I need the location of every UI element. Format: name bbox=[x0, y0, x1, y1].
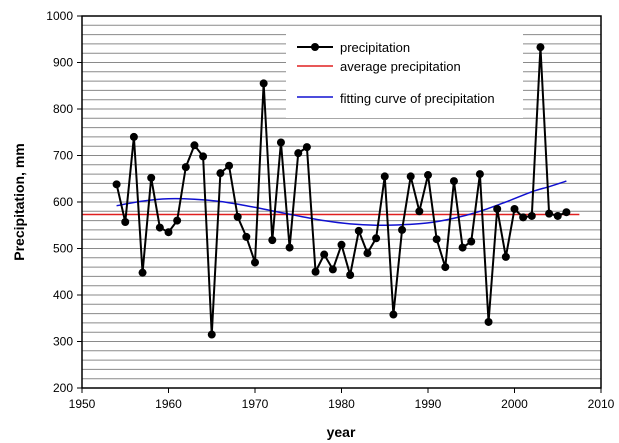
precipitation-point bbox=[155, 223, 164, 232]
x-tick-label: 1960 bbox=[155, 397, 182, 411]
precipitation-point bbox=[302, 143, 311, 152]
precipitation-point bbox=[545, 209, 554, 218]
legend-label-fitting-curve: fitting curve of precipitation bbox=[340, 91, 495, 106]
y-tick-label: 700 bbox=[53, 149, 73, 163]
precipitation-point bbox=[276, 138, 285, 147]
precipitation-point bbox=[233, 212, 242, 221]
y-tick-label: 200 bbox=[53, 381, 73, 395]
x-axis: 1950 1960 1970 1980 1990 2000 2010 bbox=[69, 388, 615, 411]
precipitation-point bbox=[380, 172, 389, 181]
y-axis-title: Precipitation, mm bbox=[11, 143, 27, 260]
legend: precipitation average precipitation fitt… bbox=[286, 34, 523, 118]
legend-label-precipitation: precipitation bbox=[340, 40, 410, 55]
x-tick-label: 1990 bbox=[415, 397, 442, 411]
x-axis-title: year bbox=[327, 424, 356, 440]
precipitation-point bbox=[484, 317, 493, 326]
x-tick-label: 2010 bbox=[588, 397, 615, 411]
precipitation-point bbox=[251, 258, 259, 267]
precipitation-point bbox=[475, 170, 484, 179]
precipitation-point bbox=[501, 252, 510, 261]
precipitation-point bbox=[147, 173, 156, 182]
y-tick-label: 400 bbox=[53, 288, 73, 302]
y-axis: 200 300 400 500 600 700 800 900 1000 bbox=[46, 9, 82, 395]
precipitation-point bbox=[398, 225, 407, 234]
precipitation-point bbox=[363, 249, 372, 258]
precipitation-point bbox=[173, 216, 182, 225]
precipitation-point bbox=[527, 211, 536, 220]
y-tick-label: 1000 bbox=[46, 9, 73, 23]
precipitation-point bbox=[190, 141, 199, 150]
precipitation-point bbox=[121, 217, 130, 226]
precipitation-point bbox=[510, 204, 519, 213]
precipitation-point bbox=[441, 263, 450, 272]
precipitation-point bbox=[346, 271, 355, 280]
y-tick-label: 300 bbox=[53, 335, 73, 349]
precipitation-point bbox=[199, 152, 208, 161]
x-tick-label: 1950 bbox=[69, 397, 96, 411]
precipitation-point bbox=[536, 43, 545, 52]
x-tick-label: 1980 bbox=[328, 397, 355, 411]
precipitation-point bbox=[129, 132, 138, 141]
precipitation-point bbox=[285, 243, 294, 252]
precipitation-point bbox=[320, 250, 329, 259]
precipitation-point bbox=[328, 265, 337, 274]
precipitation-point bbox=[225, 161, 234, 170]
precipitation-point bbox=[415, 207, 424, 216]
precipitation-point bbox=[259, 79, 268, 88]
precipitation-point bbox=[467, 237, 476, 246]
legend-marker-precipitation bbox=[311, 43, 319, 51]
precipitation-point bbox=[242, 232, 251, 241]
precipitation-point bbox=[164, 228, 173, 237]
precipitation-point bbox=[138, 268, 147, 277]
precipitation-point bbox=[311, 267, 320, 276]
fitting-curve-layer bbox=[116, 180, 567, 227]
precipitation-point bbox=[519, 213, 528, 222]
legend-label-average: average precipitation bbox=[340, 59, 461, 74]
precipitation-series-layer bbox=[112, 43, 571, 339]
y-tick-label: 500 bbox=[53, 242, 73, 256]
x-tick-label: 1970 bbox=[242, 397, 269, 411]
precipitation-point bbox=[354, 226, 363, 235]
precipitation-point bbox=[389, 310, 398, 319]
fitting-curve-line bbox=[116, 180, 567, 227]
precipitation-point bbox=[112, 180, 121, 189]
precipitation-point bbox=[372, 234, 381, 243]
precipitation-point bbox=[216, 169, 225, 178]
precipitation-point bbox=[337, 240, 346, 249]
precipitation-point bbox=[406, 172, 415, 181]
y-tick-label: 600 bbox=[53, 195, 73, 209]
x-tick-label: 2000 bbox=[501, 397, 528, 411]
precipitation-point bbox=[294, 149, 303, 158]
precipitation-point bbox=[493, 204, 502, 213]
precipitation-point bbox=[553, 211, 562, 220]
precipitation-point bbox=[268, 236, 277, 245]
y-tick-label: 900 bbox=[53, 56, 73, 70]
precipitation-point bbox=[562, 208, 571, 217]
precipitation-point bbox=[449, 177, 458, 186]
precipitation-point bbox=[181, 163, 190, 172]
precipitation-point bbox=[432, 235, 441, 244]
precipitation-point bbox=[207, 330, 216, 339]
y-tick-label: 800 bbox=[53, 102, 73, 116]
precipitation-point bbox=[424, 171, 432, 180]
precipitation-point bbox=[458, 243, 467, 252]
